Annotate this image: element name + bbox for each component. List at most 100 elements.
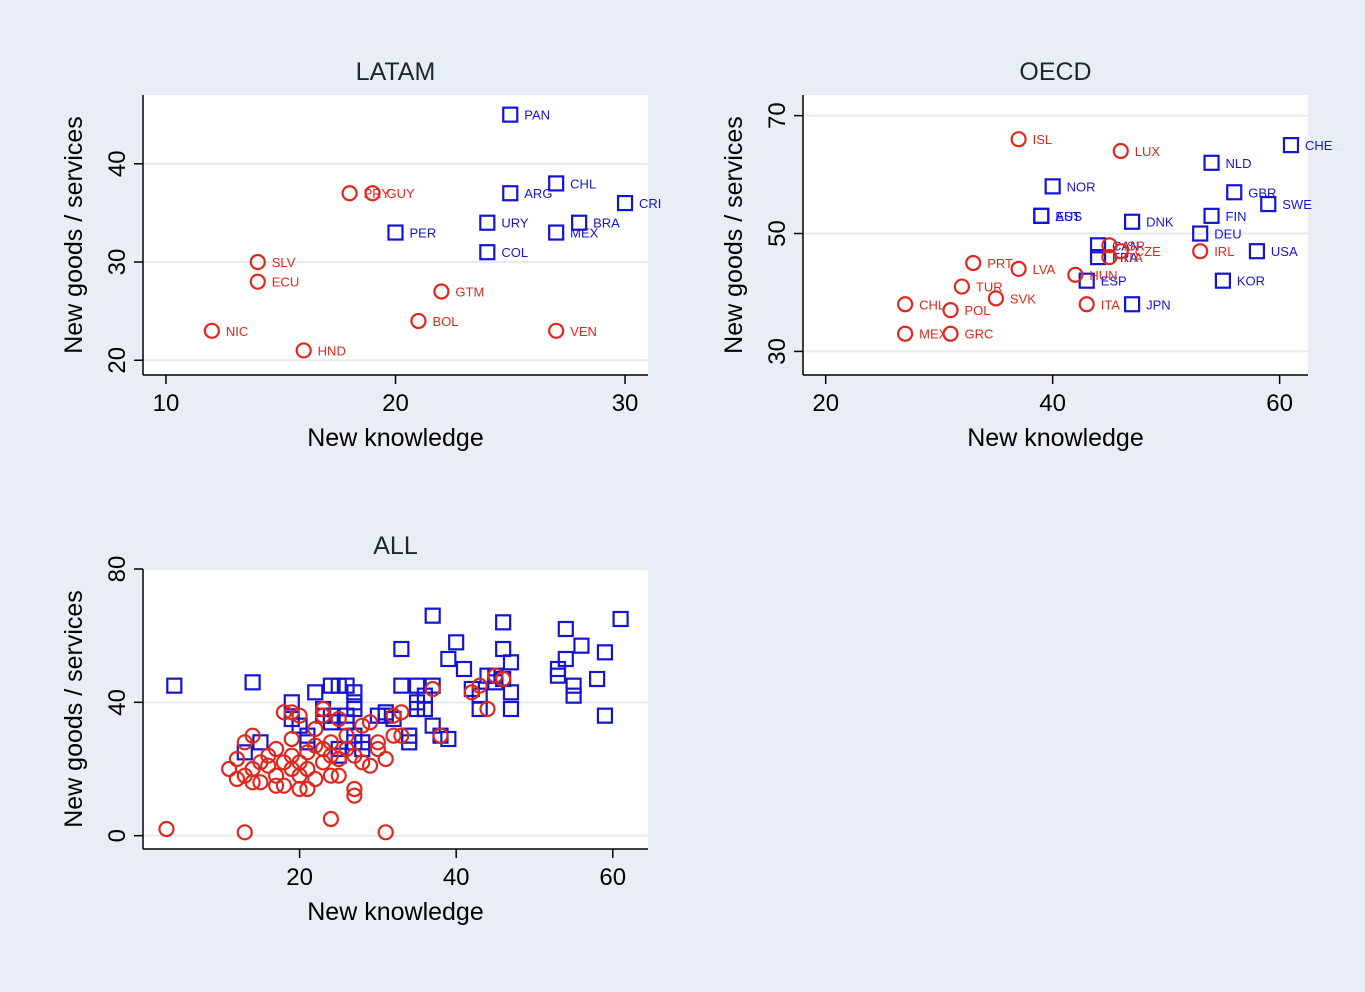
- square-marker: [299, 734, 316, 751]
- point-label: HUN: [1089, 268, 1117, 283]
- circle-marker: [275, 704, 293, 721]
- square-marker: [307, 684, 324, 701]
- square-marker: [244, 674, 261, 691]
- circle-marker: [942, 325, 959, 342]
- square-marker: [573, 637, 590, 654]
- x-axis-label: New knowledge: [307, 424, 484, 452]
- square-marker: [565, 677, 582, 694]
- y-axis-label: New goods / services: [720, 116, 748, 354]
- point-label: NIC: [226, 324, 248, 339]
- circle-marker: [965, 254, 982, 272]
- square-marker: [440, 730, 457, 748]
- point-label: GUY: [387, 186, 416, 201]
- circle-marker: [1192, 243, 1209, 260]
- square-marker: [1033, 207, 1050, 224]
- y-tick-label: 30: [764, 338, 791, 365]
- circle-marker: [268, 740, 285, 758]
- y-tick-label: 50: [764, 220, 791, 247]
- square-marker: [479, 214, 496, 231]
- circle-marker: [471, 677, 488, 694]
- circle-marker: [260, 757, 277, 774]
- circle-marker: [1101, 249, 1118, 266]
- circle-marker: [221, 760, 238, 778]
- point-label: AUS: [1055, 209, 1082, 224]
- circle-marker: [249, 273, 266, 290]
- point-label: PAN: [524, 108, 550, 123]
- y-tick-label: 70: [764, 102, 791, 129]
- y-tick-label: 0: [104, 829, 131, 842]
- square-marker: [502, 684, 520, 701]
- point-label: PRT: [987, 256, 1013, 271]
- circle-marker: [377, 750, 394, 768]
- square-marker: [416, 700, 433, 718]
- y-tick-label: 40: [104, 689, 131, 716]
- circle-marker: [299, 760, 316, 778]
- circle-marker: [307, 737, 324, 754]
- circle-marker: [487, 667, 504, 684]
- square-marker: [283, 694, 300, 711]
- point-label: HND: [318, 343, 346, 358]
- circle-marker: [361, 714, 379, 731]
- circle-marker: [330, 767, 347, 784]
- square-marker: [1203, 207, 1220, 224]
- square-marker: [502, 700, 520, 718]
- circle-marker: [228, 770, 246, 788]
- circle-marker: [203, 322, 220, 339]
- x-axis-label: New knowledge: [967, 424, 1144, 452]
- point-label: DEU: [1214, 227, 1241, 242]
- point-label: BRA: [593, 216, 620, 231]
- point-label: CHL: [570, 176, 596, 191]
- circle-marker: [322, 747, 340, 764]
- square-marker: [1089, 237, 1107, 254]
- square-marker: [1044, 178, 1061, 195]
- circle-marker: [433, 283, 450, 300]
- point-label: IRL: [1214, 244, 1234, 259]
- panel-title: LATAM: [356, 58, 436, 86]
- point-label: CZE: [1135, 244, 1161, 259]
- circle-marker: [942, 302, 959, 319]
- point-label: CHL: [919, 297, 945, 312]
- circle-marker: [1067, 266, 1084, 283]
- square-marker: [502, 185, 519, 202]
- point-label: GRC: [965, 327, 994, 342]
- point-label: GTM: [455, 284, 484, 299]
- square-marker: [166, 677, 183, 694]
- circle-marker: [410, 312, 427, 330]
- circle-marker: [393, 727, 410, 744]
- circle-marker: [377, 824, 394, 841]
- x-axis-label: New knowledge: [307, 898, 484, 926]
- y-tick-label: 30: [104, 249, 131, 276]
- circle-marker: [244, 727, 261, 744]
- point-label: JPN: [1146, 297, 1171, 312]
- square-marker: [1124, 296, 1141, 313]
- plot-area: [803, 95, 1308, 375]
- circle-marker: [361, 757, 379, 774]
- point-label: ITA: [1123, 250, 1143, 265]
- y-tick-label: 40: [104, 150, 131, 177]
- square-marker: [495, 614, 512, 631]
- x-tick-label: 20: [286, 864, 313, 891]
- circle-marker: [314, 707, 332, 724]
- circle-marker: [424, 680, 441, 698]
- circle-marker: [158, 820, 175, 838]
- circle-marker: [897, 296, 914, 313]
- circle-marker: [1078, 296, 1095, 313]
- square-marker: [557, 650, 574, 668]
- circle-marker: [385, 707, 402, 724]
- circle-marker: [354, 754, 371, 771]
- circle-marker: [252, 774, 269, 791]
- circle-marker: [330, 710, 347, 728]
- square-marker: [549, 667, 567, 684]
- x-tick-label: 30: [612, 390, 639, 417]
- point-label: VEN: [570, 324, 597, 339]
- circle-marker: [341, 185, 358, 202]
- data-points: [158, 607, 629, 841]
- circle-marker: [330, 750, 347, 768]
- circle-marker: [314, 700, 332, 718]
- point-label: NOR: [1067, 179, 1096, 194]
- square-marker: [448, 634, 465, 651]
- square-marker: [589, 670, 606, 688]
- point-label: BOL: [432, 314, 458, 329]
- circle-marker: [249, 253, 266, 271]
